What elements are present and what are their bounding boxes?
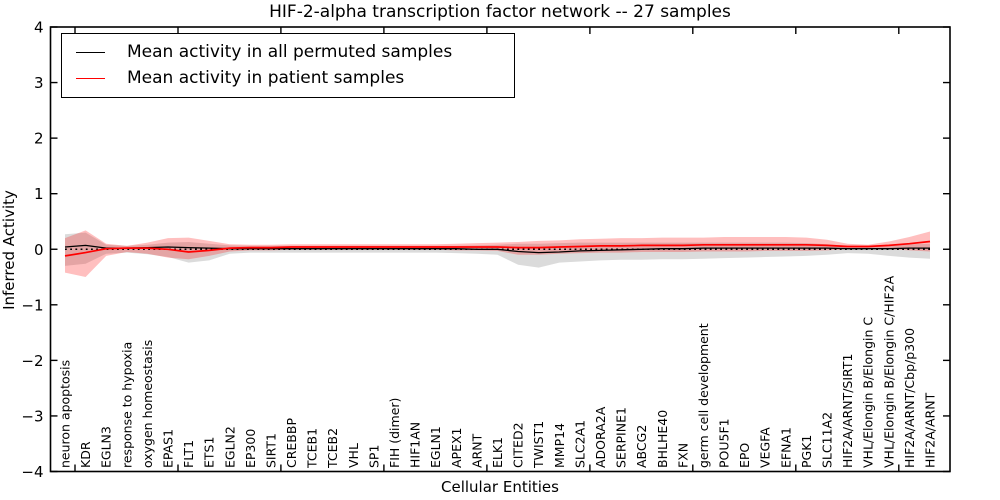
category-label: ABCG2 — [634, 425, 649, 468]
legend-label-patient: Mean activity in patient samples — [127, 68, 405, 89]
category-label: POU5F1 — [717, 418, 732, 468]
permuted-mean-line — [64, 244, 930, 254]
category-label: EP300 — [243, 429, 258, 468]
category-label: EFNA1 — [778, 427, 793, 468]
y-tick-label: 4 — [34, 19, 44, 37]
category-label: ARNT — [469, 433, 484, 468]
category-label: SERPINE1 — [614, 407, 629, 468]
category-label: CITED2 — [511, 422, 526, 468]
category-label: SLC2A1 — [572, 420, 587, 468]
category-label: HIF2A/ARNT/SIRT1 — [840, 354, 855, 468]
y-tick-label: −3 — [21, 407, 43, 425]
category-label: ETS1 — [202, 437, 217, 468]
category-label: EGLN3 — [99, 426, 114, 468]
category-label: SLC11A2 — [820, 412, 835, 468]
y-tick-label: −2 — [21, 352, 43, 370]
y-axis-label: Inferred Activity — [0, 190, 18, 310]
x-axis-label: Cellular Entities — [441, 478, 559, 496]
category-label: EPO — [737, 443, 752, 468]
category-label: ADORA2A — [593, 406, 608, 468]
category-label: HIF2A/ARNT/Cbp/p300 — [902, 328, 917, 468]
chart-title: HIF-2-alpha transcription factor network… — [269, 2, 731, 22]
category-label: CREBBP — [284, 418, 299, 468]
category-label: MMP14 — [552, 423, 567, 468]
category-label: oxygen homeostasis — [140, 340, 155, 468]
y-tick-label: 2 — [34, 130, 44, 148]
y-tick-label: −4 — [21, 463, 43, 481]
y-tick-label: 1 — [34, 185, 44, 203]
category-label: TCEB2 — [325, 428, 340, 469]
category-label: EGLN2 — [222, 426, 237, 468]
patient-band — [65, 230, 930, 277]
category-label: VEGFA — [758, 427, 773, 468]
category-label: FIH (dimer) — [387, 398, 402, 468]
legend-item-permuted: Mean activity in all permuted samples — [76, 43, 514, 62]
category-label: EPAS1 — [161, 429, 176, 468]
category-label: BHLHE40 — [655, 410, 670, 468]
category-label: neuron apoptosis — [58, 360, 73, 468]
y-tick-label: 3 — [34, 74, 44, 92]
category-label: PGK1 — [799, 435, 814, 468]
y-tick-label: 0 — [34, 241, 44, 259]
legend-label-permuted: Mean activity in all permuted samples — [127, 41, 453, 62]
legend: Mean activity in all permuted samples Me… — [61, 33, 515, 98]
permuted-band — [65, 232, 930, 268]
y-tick-label: −1 — [21, 296, 43, 314]
category-label: TWIST1 — [531, 421, 546, 469]
category-label: APEX1 — [449, 427, 464, 468]
category-label: VHL/Elongin B/Elongin C — [861, 317, 876, 468]
category-label: ELK1 — [490, 437, 505, 468]
category-label: SP1 — [366, 445, 381, 468]
category-label: EGLN1 — [428, 426, 443, 468]
category-label: VHL/Elongin B/Elongin C/HIF2A — [881, 275, 896, 468]
legend-item-patient: Mean activity in patient samples — [76, 69, 514, 88]
permuted-line-swatch — [76, 51, 105, 53]
category-label: FLT1 — [181, 440, 196, 468]
category-label: HIF1AN — [408, 422, 423, 468]
category-label: TCEB1 — [305, 428, 320, 469]
category-label: KDR — [78, 441, 93, 468]
category-label: SIRT1 — [264, 433, 279, 468]
category-label: HIF2A/ARNT — [923, 392, 938, 468]
patient-line-swatch — [76, 78, 105, 80]
category-label: response to hypoxia — [119, 342, 134, 468]
category-label: VHL — [346, 443, 361, 468]
category-label: FXN — [675, 443, 690, 468]
patient-mean-line — [64, 240, 931, 257]
category-label: germ cell development — [696, 323, 711, 468]
